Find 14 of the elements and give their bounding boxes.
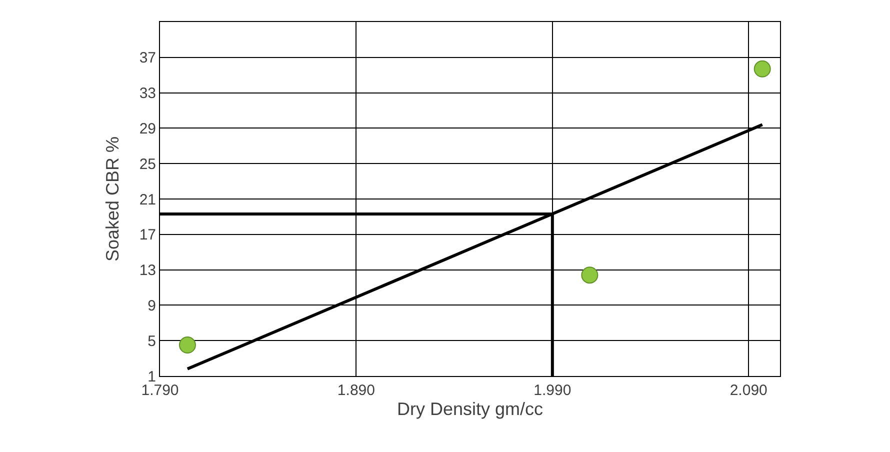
x-tick-label: 1.990	[534, 382, 572, 399]
y-tick-label: 33	[139, 85, 156, 102]
y-tick-label: 13	[139, 262, 156, 280]
y-tick-label: 5	[148, 332, 156, 350]
y-tick-label: 21	[139, 191, 156, 208]
y-tick-label: 9	[148, 297, 156, 314]
y-tick-label: 17	[139, 226, 156, 244]
y-tick-label: 37	[139, 50, 156, 67]
x-axis-title: Dry Density gm/cc	[396, 399, 544, 419]
x-tick-label: 1.890	[337, 382, 375, 399]
x-tick-label: 2.090	[730, 382, 768, 399]
y-tick-label: 29	[139, 120, 156, 138]
y-tick-label: 25	[139, 156, 156, 173]
y-axis-title: Soaked CBR %	[102, 136, 123, 262]
